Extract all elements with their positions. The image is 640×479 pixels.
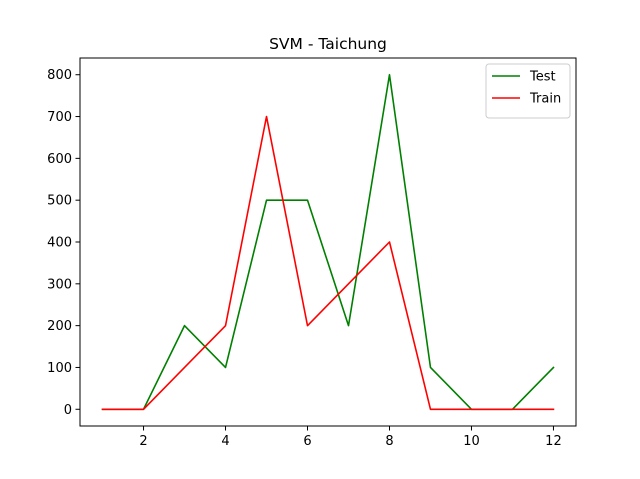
y-tick-label: 800 xyxy=(47,68,72,83)
y-tick-label: 300 xyxy=(47,277,72,292)
legend-box xyxy=(485,63,571,119)
y-tick-label: 600 xyxy=(47,152,72,167)
y-tick-label: 100 xyxy=(47,361,72,376)
legend-label-test: Test xyxy=(529,70,556,85)
x-tick-label: 2 xyxy=(139,434,147,449)
x-tick-label: 12 xyxy=(545,434,562,449)
x-tick-label: 8 xyxy=(385,434,393,449)
y-tick-label: 0 xyxy=(64,403,72,418)
legend-label-train: Train xyxy=(529,92,561,107)
plot-area: 2 4 6 8 10 12 0 100 200 300 400 500 600 700 800 Test Tra… xyxy=(47,57,577,449)
chart-title: SVM - Taichung xyxy=(269,35,387,53)
x-tick-label: 4 xyxy=(221,434,229,449)
series-line-train xyxy=(101,115,555,411)
x-tick-label: 6 xyxy=(303,434,311,449)
y-tick-label: 500 xyxy=(47,194,72,209)
x-tick-label: 10 xyxy=(463,434,480,449)
y-tick-label: 200 xyxy=(47,319,72,334)
y-tick-label: 400 xyxy=(47,236,72,251)
y-tick-label: 700 xyxy=(47,110,72,125)
